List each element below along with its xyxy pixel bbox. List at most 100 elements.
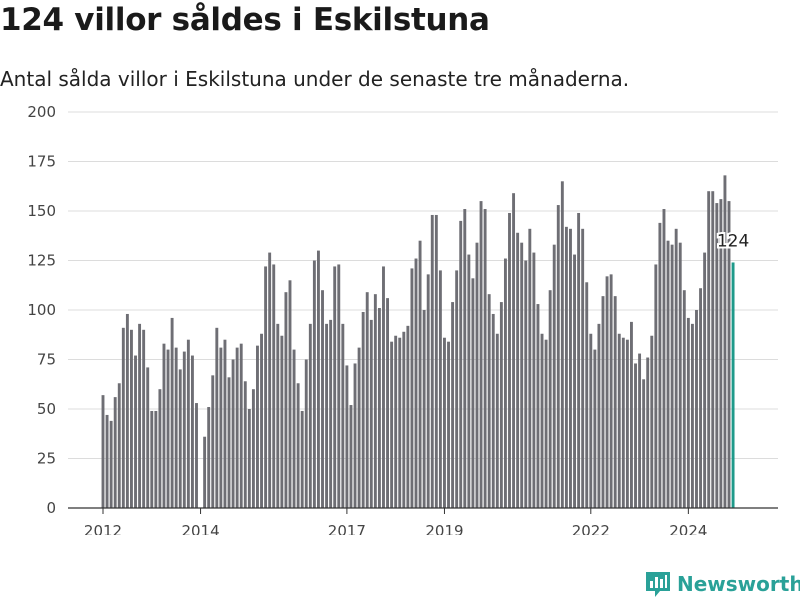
x-tick-label: 2014: [181, 522, 219, 535]
bar: [475, 242, 479, 508]
bar: [532, 252, 536, 508]
bar: [642, 379, 646, 508]
bar: [154, 410, 158, 508]
bar: [182, 351, 186, 508]
bar: [589, 333, 593, 508]
chart-title: 124 villor såldes i Eskilstuna: [0, 2, 490, 38]
bar: [231, 359, 235, 508]
bar: [296, 383, 300, 508]
bar: [130, 329, 133, 508]
bar: [719, 199, 723, 508]
bar: [593, 349, 597, 508]
bar: [703, 252, 707, 508]
bar: [495, 333, 499, 508]
bars: [101, 175, 735, 509]
bar: [207, 407, 211, 508]
bar: [329, 319, 333, 508]
bar: [256, 345, 259, 508]
bar: [390, 341, 394, 508]
y-tick-label: 0: [46, 499, 56, 517]
bar: [195, 403, 198, 508]
bar: [304, 359, 308, 508]
bar: [219, 347, 223, 508]
bar: [288, 280, 292, 508]
bar: [597, 323, 601, 508]
bar: [434, 214, 438, 508]
bar-highlight: [731, 262, 735, 508]
bar: [333, 266, 337, 508]
bar: [540, 333, 544, 508]
bar: [316, 250, 320, 508]
bar: [276, 323, 280, 508]
bar: [573, 254, 576, 508]
bar: [569, 228, 572, 508]
bar: [227, 377, 231, 508]
bar: [479, 201, 483, 508]
bar: [536, 304, 540, 508]
bar: [455, 270, 459, 508]
bar: [280, 335, 284, 508]
annotation-label: 124: [717, 231, 749, 251]
brand-logo[interactable]: Newsworthy: [645, 570, 800, 598]
bar: [707, 191, 711, 508]
bar: [650, 335, 654, 508]
bar: [251, 389, 255, 508]
bar: [674, 228, 678, 508]
bar: [349, 405, 353, 508]
bar: [617, 333, 621, 508]
bar: [117, 383, 121, 508]
bar: [211, 375, 215, 508]
bar: [443, 337, 446, 508]
bar: [715, 203, 719, 508]
bar: [365, 292, 369, 508]
x-tick-label: 2019: [425, 522, 463, 535]
bar: [491, 313, 495, 508]
y-tick-label: 175: [27, 153, 56, 171]
bar: [312, 260, 316, 508]
bar: [556, 205, 560, 508]
bar: [682, 290, 686, 508]
bar: [638, 353, 642, 508]
bar: [186, 339, 190, 508]
bar: [426, 274, 430, 508]
bar: [247, 409, 251, 508]
bar: [695, 310, 698, 508]
bar: [215, 327, 219, 508]
y-axis: 0 25 50 75 100 125 150 175 200: [27, 103, 56, 517]
bar: [386, 298, 389, 508]
bar: [499, 302, 503, 508]
bar: [438, 270, 442, 508]
bar: [430, 214, 434, 508]
bar: [341, 323, 345, 508]
bar: [101, 395, 105, 508]
bar: [585, 282, 589, 508]
annotation: 124: [715, 229, 751, 253]
bar: [142, 329, 146, 508]
y-tick-label: 150: [27, 202, 56, 220]
bar: [508, 212, 511, 508]
bar: [369, 319, 373, 508]
bar: [243, 381, 247, 508]
bar: [162, 343, 166, 508]
bar: [662, 209, 666, 508]
bar: [394, 335, 398, 508]
bar: [463, 209, 467, 508]
bar: [373, 294, 377, 508]
bar: [520, 242, 524, 508]
x-tick-label: 2022: [572, 522, 610, 535]
bar: [447, 341, 450, 508]
bar: [398, 337, 402, 508]
bar: [158, 389, 162, 508]
y-tick-label: 125: [27, 252, 56, 270]
bar: [552, 244, 556, 508]
bar: [560, 181, 564, 509]
bar: [113, 397, 117, 508]
bar: [503, 258, 507, 508]
bar: [613, 296, 617, 508]
bar: [357, 347, 361, 508]
bar: [325, 323, 329, 508]
bar: [654, 264, 658, 508]
bar: [406, 325, 410, 508]
bar: [666, 240, 670, 508]
bar: [361, 311, 365, 508]
